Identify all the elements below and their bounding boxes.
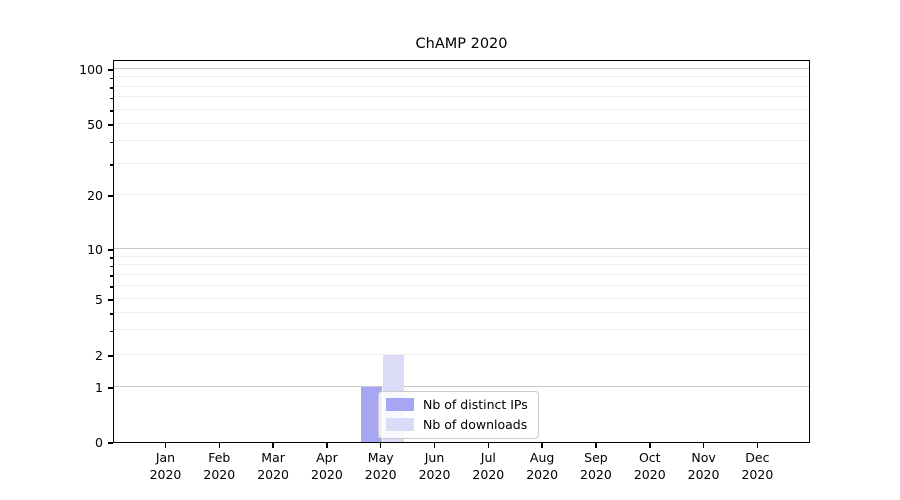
x-tick-mark-oct xyxy=(649,443,651,448)
gridline-y-100 xyxy=(114,68,809,69)
y-tick-label-2: 2 xyxy=(95,347,103,363)
y-minor-tick-mark-70 xyxy=(110,97,113,100)
x-tick-mark-dec xyxy=(756,443,759,448)
y-tick-label-50: 50 xyxy=(87,116,103,132)
gridline-y-90 xyxy=(114,76,809,78)
x-tick-mark-mar xyxy=(272,443,274,448)
gridline-y-4 xyxy=(114,311,809,313)
y-minor-tick-mark-7 xyxy=(110,275,113,277)
y-tick-label-0: 0 xyxy=(95,435,103,450)
legend-swatch-distinct-ips xyxy=(386,398,414,411)
gridline-y-1 xyxy=(114,386,809,388)
y-minor-tick-mark-90 xyxy=(110,77,113,80)
x-tick-mark-sep xyxy=(595,443,597,448)
gridline-y-70 xyxy=(114,96,809,98)
x-tick-label-may: May 2020 xyxy=(364,450,397,482)
gridline-y-9 xyxy=(114,255,809,257)
y-minor-tick-mark-60 xyxy=(110,110,113,112)
gridline-y-10 xyxy=(114,248,809,250)
y-tick-mark-2 xyxy=(108,355,113,357)
legend-swatch-downloads xyxy=(386,418,414,431)
x-tick-label-oct: Oct 2020 xyxy=(633,450,666,482)
y-tick-label-100: 100 xyxy=(79,61,103,77)
gridline-y-20 xyxy=(114,194,809,196)
x-tick-mark-may xyxy=(379,443,382,448)
x-tick-label-jun: Jun 2020 xyxy=(418,450,451,482)
y-minor-tick-mark-80 xyxy=(110,87,113,89)
y-tick-label-1: 1 xyxy=(95,380,103,395)
y-tick-mark-20 xyxy=(108,195,113,197)
x-tick-label-apr: Apr 2020 xyxy=(311,450,343,482)
bar-nb-of-distinct-ips-may xyxy=(360,387,382,442)
gridline-y-6 xyxy=(114,284,809,286)
gridline-y-7 xyxy=(114,273,809,275)
x-tick-mark-aug xyxy=(541,443,543,448)
legend-item-distinct-ips: Nb of distinct IPs xyxy=(386,397,528,412)
x-tick-label-jan: Jan 2020 xyxy=(149,450,182,482)
y-tick-mark-0 xyxy=(108,442,113,444)
x-tick-mark-nov xyxy=(702,443,705,448)
y-minor-tick-mark-3 xyxy=(110,330,113,333)
legend: Nb of distinct IPs Nb of downloads xyxy=(378,391,539,439)
x-tick-label-nov: Nov 2020 xyxy=(687,450,720,482)
y-minor-tick-mark-40 xyxy=(110,141,113,144)
x-tick-label-sep: Sep 2020 xyxy=(580,450,612,482)
y-minor-tick-mark-4 xyxy=(110,313,113,315)
y-minor-tick-mark-9 xyxy=(110,257,113,259)
gridline-y-8 xyxy=(114,264,809,266)
x-tick-label-dec: Dec 2020 xyxy=(741,450,774,482)
x-tick-label-feb: Feb 2020 xyxy=(203,450,236,482)
gridline-y-80 xyxy=(114,85,809,87)
y-tick-mark-10 xyxy=(108,249,113,251)
y-tick-mark-5 xyxy=(108,299,113,301)
gridline-y-2 xyxy=(114,353,809,355)
y-tick-mark-1 xyxy=(108,387,113,389)
x-tick-label-aug: Aug 2020 xyxy=(526,450,559,482)
y-tick-mark-100 xyxy=(108,69,113,71)
x-tick-mark-jul xyxy=(487,443,490,448)
y-minor-tick-mark-30 xyxy=(110,164,113,166)
gridline-y-5 xyxy=(114,298,809,299)
x-tick-label-mar: Mar 2020 xyxy=(257,450,289,482)
gridline-y-30 xyxy=(114,162,809,164)
plot-area: Nb of distinct IPs Nb of downloads xyxy=(113,60,810,443)
legend-item-downloads: Nb of downloads xyxy=(386,417,528,432)
gridline-y-40 xyxy=(114,140,809,142)
y-minor-tick-mark-6 xyxy=(110,286,113,288)
gridline-y-60 xyxy=(114,108,809,110)
y-tick-label-5: 5 xyxy=(95,291,103,307)
legend-label-downloads: Nb of downloads xyxy=(423,417,528,432)
y-minor-tick-mark-8 xyxy=(110,265,113,268)
x-tick-mark-jun xyxy=(433,443,436,448)
chart-title: ChAMP 2020 xyxy=(415,36,508,52)
gridline-y-3 xyxy=(114,329,809,331)
legend-label-distinct-ips: Nb of distinct IPs xyxy=(423,397,528,412)
gridline-y-50 xyxy=(114,123,809,124)
x-tick-mark-jan xyxy=(164,443,167,448)
x-tick-label-jul: Jul 2020 xyxy=(472,450,505,482)
y-tick-mark-50 xyxy=(108,124,113,126)
y-tick-label-20: 20 xyxy=(87,188,103,203)
x-tick-mark-apr xyxy=(326,443,328,448)
x-tick-mark-feb xyxy=(218,443,221,448)
y-tick-label-10: 10 xyxy=(87,242,103,257)
